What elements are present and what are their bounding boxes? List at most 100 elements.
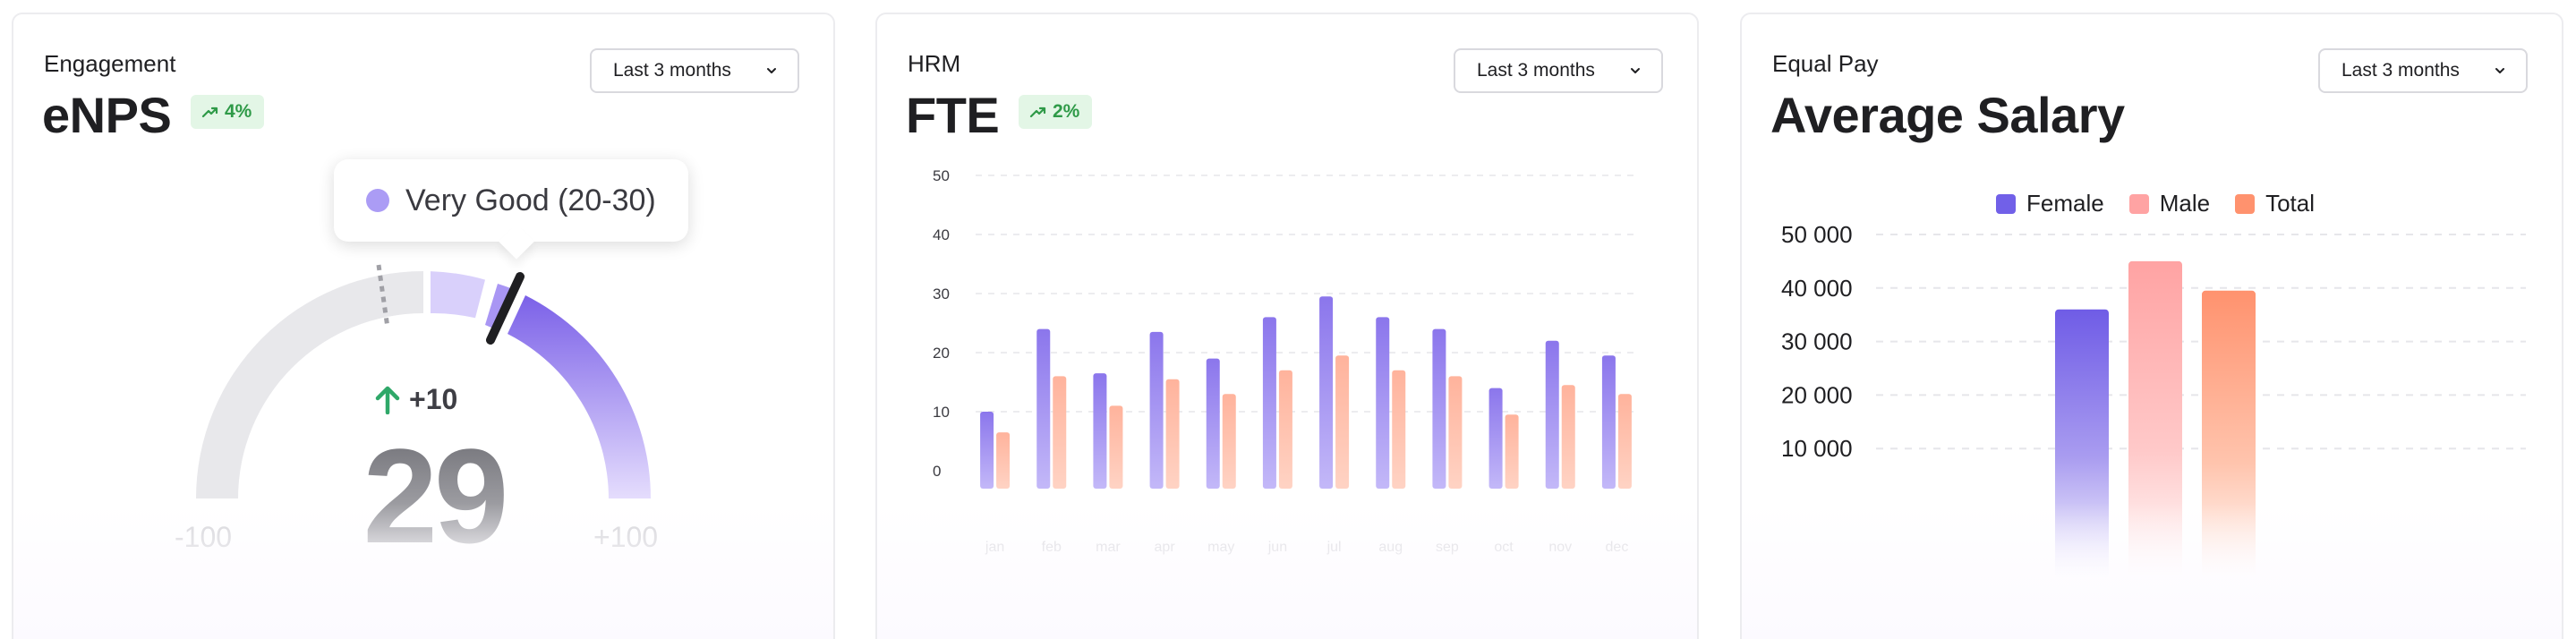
bar-series-1	[980, 412, 994, 489]
y-tick-label: 40	[933, 226, 950, 243]
delta-value: +10	[409, 383, 458, 415]
bar-series-2	[1561, 385, 1575, 489]
x-tick-label: nov	[1548, 540, 1572, 555]
arrow-up-icon	[375, 386, 400, 414]
bar-total	[2202, 290, 2256, 578]
salary-bar-chart: 10 000 20 000 30 000 40 000 50 000	[1781, 221, 2526, 578]
x-tick-label: oct	[1494, 540, 1514, 555]
card-subtitle: HRM	[908, 50, 961, 77]
x-tick-label: sep	[1436, 540, 1459, 555]
legend-label: Total	[2265, 190, 2315, 217]
date-range-label: Last 3 months	[1477, 60, 1595, 81]
card-title: eNPS	[42, 87, 172, 143]
gauge-tooltip: Very Good (20-30)	[334, 159, 688, 242]
bar-series-1	[1376, 317, 1390, 489]
x-tick-label: aug	[1378, 540, 1403, 555]
y-tick-label: 20 000	[1781, 381, 1853, 408]
x-tick-label: jun	[1267, 540, 1287, 555]
enps-card: Engagement eNPS 4% Last 3 months Very Go…	[12, 13, 835, 639]
x-tick-label: apr	[1155, 540, 1176, 555]
bar-series-1	[1149, 331, 1164, 489]
bar-series-1	[1319, 296, 1334, 489]
bar-female	[2055, 309, 2109, 578]
bar-series-1	[1488, 388, 1503, 489]
bar-series-2	[1053, 376, 1067, 489]
score-delta: +10	[375, 383, 457, 416]
gauge-chart	[196, 264, 651, 498]
y-tick-label: 0	[933, 463, 941, 480]
bar-male	[2128, 260, 2182, 578]
bar-series-2	[1392, 370, 1406, 489]
legend-swatch	[2235, 193, 2256, 214]
bar-series-1	[1601, 355, 1616, 489]
bar-series-2	[1448, 376, 1463, 489]
bar-series-2	[1505, 414, 1519, 489]
y-tick-label: 40 000	[1781, 275, 1853, 302]
card-title: FTE	[906, 87, 1000, 143]
fte-bar-chart: 0 10 20 30 40 50 jan feb mar apr may jun jul aug sep oc…	[933, 167, 1636, 555]
y-tick-label: 50 000	[1781, 221, 1853, 248]
date-range-select[interactable]: Last 3 months	[590, 48, 799, 93]
bar-series-2	[996, 432, 1011, 489]
gauge-band-good	[431, 271, 485, 319]
change-badge: 4%	[191, 95, 265, 129]
equal-pay-card: Equal Pay Average Salary Last 3 months F…	[1740, 13, 2563, 639]
trend-up-icon	[1029, 106, 1046, 118]
gauge-max-label: +100	[593, 521, 659, 553]
x-tick-label: may	[1207, 540, 1234, 555]
fte-card: HRM FTE 2% Last 3 months 0 10 20 30 40 50 jan f…	[875, 13, 1699, 639]
legend-item-male[interactable]: Male	[2128, 190, 2211, 217]
bar-series-2	[1222, 394, 1236, 489]
bar-series-1	[1262, 317, 1276, 489]
badge-value: 4%	[225, 101, 252, 122]
bar-series-1	[1206, 358, 1220, 489]
bar-series-1	[1093, 373, 1107, 489]
bar-series-1	[1432, 328, 1446, 489]
date-range-select[interactable]: Last 3 months	[2318, 48, 2528, 93]
change-badge: 2%	[1019, 95, 1093, 129]
card-subtitle: Equal Pay	[1772, 50, 1879, 77]
bar-series-1	[1545, 340, 1559, 489]
tooltip-label: Very Good (20-30)	[405, 183, 656, 217]
bar-series-2	[1617, 394, 1632, 489]
bar-series-2	[1165, 379, 1180, 489]
gauge-track	[196, 271, 423, 498]
legend-label: Male	[2159, 190, 2211, 217]
chevron-down-icon	[2495, 68, 2504, 73]
y-tick-label: 30 000	[1781, 328, 1853, 355]
legend-item-total[interactable]: Total	[2235, 190, 2315, 217]
x-tick-label: jan	[985, 540, 1004, 555]
chevron-down-icon	[767, 68, 776, 73]
y-tick-label: 50	[933, 167, 950, 184]
y-tick-label: 30	[933, 285, 950, 302]
card-subtitle: Engagement	[44, 50, 176, 77]
bar-series-2	[1278, 370, 1292, 489]
date-range-select[interactable]: Last 3 months	[1454, 48, 1663, 93]
legend-label: Female	[2026, 190, 2104, 217]
legend-swatch	[2128, 193, 2149, 214]
x-tick-label: jul	[1326, 540, 1342, 555]
chart-legend: Female Male Total	[1996, 190, 2315, 217]
current-score-needle	[486, 272, 525, 345]
enps-score: 29	[336, 419, 533, 574]
legend-item-female[interactable]: Female	[1996, 190, 2104, 217]
bar-series-1	[1036, 328, 1051, 489]
trend-up-icon	[201, 106, 218, 118]
gauge-band-excellent	[508, 295, 651, 498]
legend-swatch	[1996, 193, 2016, 214]
badge-value: 2%	[1053, 101, 1080, 122]
date-range-label: Last 3 months	[613, 60, 731, 81]
x-tick-label: mar	[1096, 540, 1121, 555]
date-range-label: Last 3 months	[2341, 60, 2460, 81]
gauge-band-very-good	[485, 284, 513, 329]
tooltip-dot	[366, 189, 389, 212]
y-tick-label: 20	[933, 345, 950, 362]
x-tick-label: dec	[1606, 540, 1629, 555]
card-title: Average Salary	[1770, 87, 2125, 143]
chevron-down-icon	[1631, 68, 1640, 73]
bar-series-2	[1109, 405, 1123, 489]
gauge-min-label: -100	[175, 521, 233, 553]
y-tick-label: 10 000	[1781, 435, 1853, 462]
y-tick-label: 10	[933, 404, 950, 421]
x-tick-label: feb	[1042, 540, 1062, 555]
